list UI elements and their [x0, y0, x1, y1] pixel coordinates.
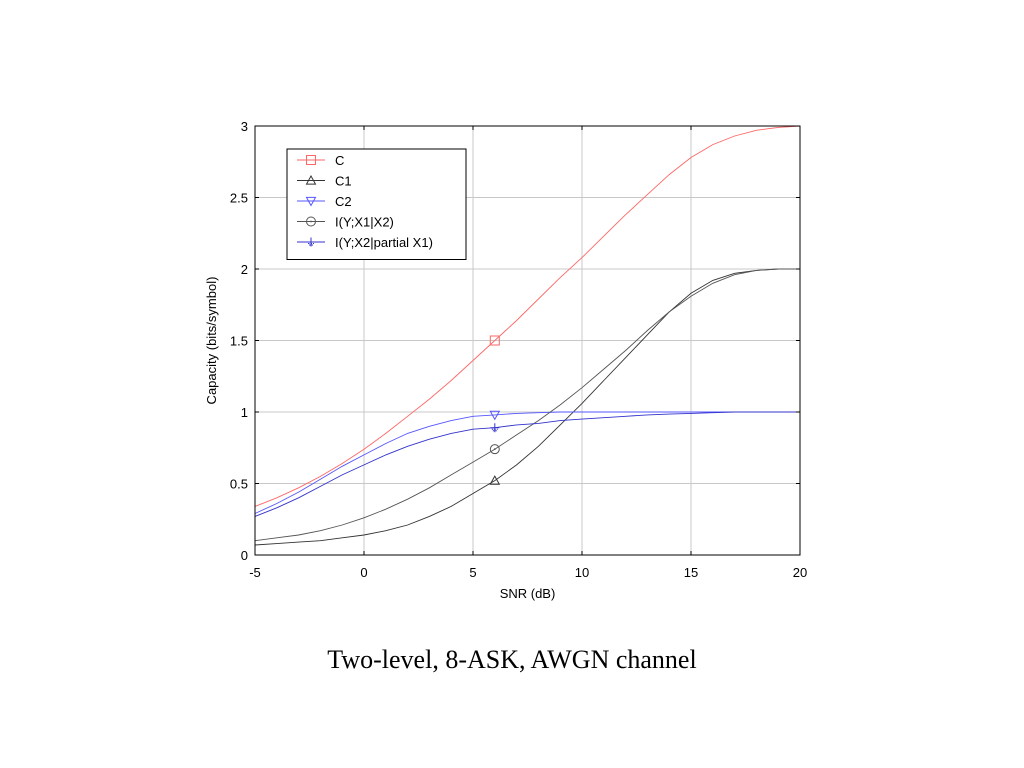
legend-label: C	[335, 153, 344, 168]
legend-label: C1	[335, 174, 352, 189]
series-marker-1	[489, 475, 501, 485]
legend-marker	[305, 174, 317, 185]
legend-marker-dash	[308, 243, 314, 246]
series-line-3	[254, 268, 800, 542]
series-marker-0	[489, 335, 500, 346]
y-tick-label: 2.5	[230, 191, 248, 206]
series-lines	[254, 125, 801, 546]
legend-marker	[306, 155, 316, 165]
y-tick-label: 1.5	[230, 334, 248, 349]
y-tick-label: 2	[241, 262, 248, 277]
slide-caption: Two-level, 8-ASK, AWGN channel	[327, 645, 697, 674]
legend-marker	[305, 196, 317, 207]
legend-label: C2	[335, 194, 352, 209]
x-tick-label: 10	[575, 565, 589, 580]
series-line-4	[254, 411, 800, 517]
x-tick-label: 20	[793, 565, 807, 580]
series-line-0	[254, 125, 801, 507]
x-tick-label: 5	[469, 565, 476, 580]
y-tick-label: 3	[241, 119, 248, 134]
series-line-2	[254, 411, 800, 514]
series-line-1	[254, 268, 800, 546]
y-tick-label: 0.5	[230, 477, 248, 492]
y-tick-label: 1	[241, 405, 248, 420]
x-tick-label: 0	[360, 565, 367, 580]
legend-marker-dot	[310, 220, 312, 223]
y-tick-label: 0	[241, 548, 248, 563]
x-tick-label: -5	[249, 565, 261, 580]
x-tick-label: 15	[684, 565, 698, 580]
series-marker-2	[489, 410, 501, 421]
series-marker-4	[490, 423, 500, 433]
legend-box	[286, 148, 467, 260]
y-axis-label: Capacity (bits/symbol)	[204, 277, 219, 405]
series-marker-4-dash	[491, 428, 498, 432]
legend-marker	[306, 237, 316, 247]
legend-label: I(Y;X1|X2)	[335, 215, 394, 230]
legend-marker	[306, 216, 316, 227]
legend: C C1 C2 I(Y;X1|X2) I(Y;X2|partial X1)	[286, 148, 467, 260]
x-axis-label: SNR (dB)	[500, 586, 556, 601]
legend-label: I(Y;X2|partial X1)	[335, 235, 433, 250]
series-marker-3	[489, 444, 500, 455]
series-marker-3-dot	[493, 448, 496, 451]
